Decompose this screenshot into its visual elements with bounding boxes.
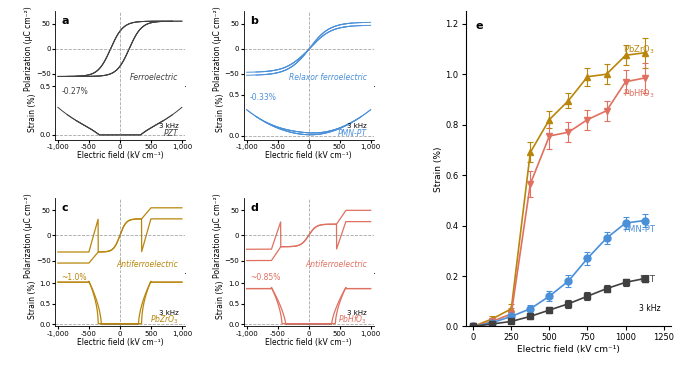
Text: PZT: PZT <box>164 129 179 138</box>
Text: PbZrO$_3$: PbZrO$_3$ <box>149 313 179 326</box>
Y-axis label: Strain (%): Strain (%) <box>216 280 225 319</box>
Text: 3 kHz: 3 kHz <box>347 123 367 129</box>
Text: PbHfO$_3$: PbHfO$_3$ <box>623 87 655 100</box>
Text: c: c <box>62 203 68 213</box>
Text: 3 kHz: 3 kHz <box>347 310 367 316</box>
Text: -0.33%: -0.33% <box>250 93 277 102</box>
Text: -0.27%: -0.27% <box>62 88 88 96</box>
Y-axis label: Polarization (μC cm⁻²): Polarization (μC cm⁻²) <box>213 193 222 278</box>
Y-axis label: Strain (%): Strain (%) <box>27 94 36 132</box>
X-axis label: Electric field (kV cm⁻¹): Electric field (kV cm⁻¹) <box>517 345 620 354</box>
Y-axis label: Strain (%): Strain (%) <box>434 146 443 191</box>
Text: Ferroelectric: Ferroelectric <box>130 73 179 82</box>
X-axis label: Electric field (kV cm⁻¹): Electric field (kV cm⁻¹) <box>265 338 352 347</box>
Text: Relaxor ferroelectric: Relaxor ferroelectric <box>289 73 367 82</box>
X-axis label: Electric field (kV cm⁻¹): Electric field (kV cm⁻¹) <box>77 338 163 347</box>
Text: Antiferroelectric: Antiferroelectric <box>116 260 179 269</box>
Text: e: e <box>476 20 484 30</box>
Y-axis label: Polarization (μC cm⁻²): Polarization (μC cm⁻²) <box>213 6 222 91</box>
Text: 3 kHz: 3 kHz <box>159 123 179 129</box>
X-axis label: Electric field (kV cm⁻¹): Electric field (kV cm⁻¹) <box>77 151 163 160</box>
Text: PbHfO$_3$: PbHfO$_3$ <box>338 313 367 326</box>
Y-axis label: Polarization (μC cm⁻²): Polarization (μC cm⁻²) <box>24 193 33 278</box>
Text: ~0.85%: ~0.85% <box>250 273 280 282</box>
Text: a: a <box>62 16 68 26</box>
Text: 3 kHz: 3 kHz <box>159 310 179 316</box>
Text: PZT: PZT <box>639 275 655 284</box>
Text: 3 kHz: 3 kHz <box>639 304 661 313</box>
Y-axis label: Polarization (μC cm⁻²): Polarization (μC cm⁻²) <box>24 6 33 91</box>
Y-axis label: Strain (%): Strain (%) <box>216 94 225 132</box>
Text: ~1.0%: ~1.0% <box>62 273 87 282</box>
Text: PbZrO$_3$: PbZrO$_3$ <box>623 43 655 56</box>
Y-axis label: Strain (%): Strain (%) <box>27 280 36 319</box>
X-axis label: Electric field (kV cm⁻¹): Electric field (kV cm⁻¹) <box>265 151 352 160</box>
Text: PMN-PT: PMN-PT <box>623 225 655 234</box>
Text: b: b <box>250 16 258 26</box>
Text: d: d <box>250 203 258 213</box>
Text: PMN-PT: PMN-PT <box>338 129 367 138</box>
Text: Antiferroelectric: Antiferroelectric <box>306 260 367 269</box>
